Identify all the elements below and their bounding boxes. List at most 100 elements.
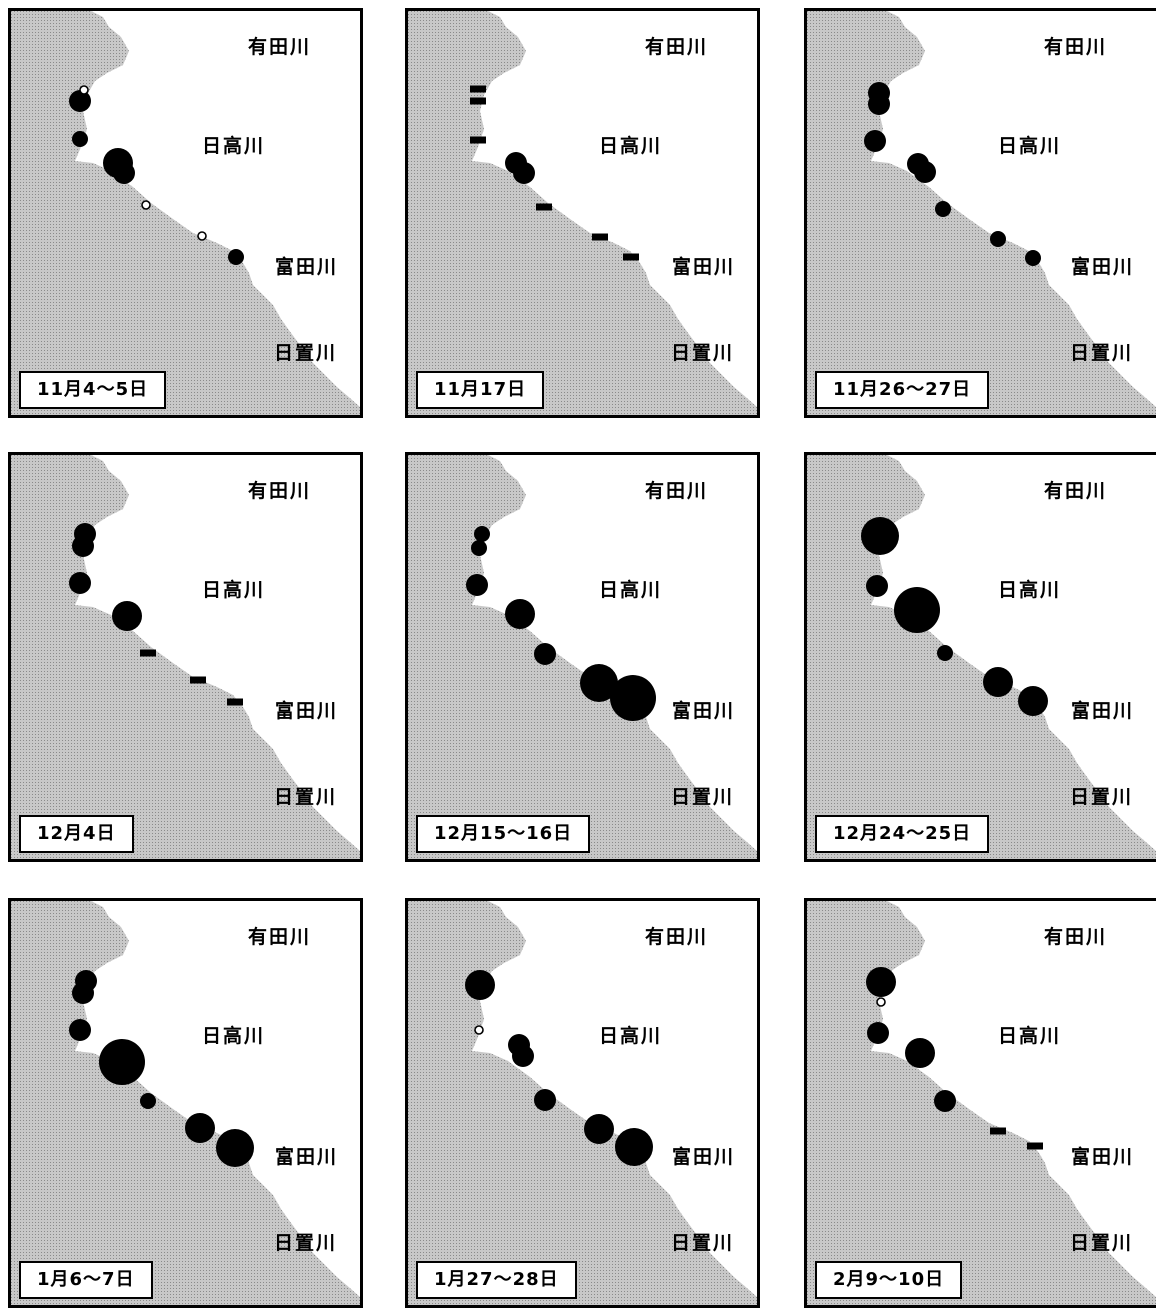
filled-circle-marker: [534, 643, 556, 665]
river-label-hidaka: 日高川: [599, 579, 663, 601]
filled-circle-marker: [934, 1090, 956, 1112]
land-area: [11, 11, 360, 415]
date-label: 11月17日: [416, 371, 545, 409]
river-label-tonda: 富田川: [672, 700, 736, 722]
river-label-hiki: 日置川: [1070, 786, 1134, 808]
river-label-arida: 有田川: [248, 480, 312, 502]
map-panel: 有田川 日高川 富田川 日置川 11月26～27日: [804, 8, 1156, 418]
river-label-hidaka: 日高川: [599, 1025, 663, 1047]
river-label-tonda: 富田川: [672, 1146, 736, 1168]
map-panel: 有田川日高川富田川日置川 12月24～25日: [804, 452, 1156, 862]
open-circle-marker: [141, 200, 151, 210]
filled-circle-marker: [584, 1114, 614, 1144]
river-label-arida: 有田川: [248, 926, 312, 948]
filled-circle-marker: [867, 1022, 889, 1044]
river-label-tonda: 富田川: [672, 256, 736, 278]
filled-circle-marker: [69, 90, 91, 112]
filled-circle-marker: [228, 249, 244, 265]
date-label: 1月6～7日: [19, 1261, 153, 1299]
filled-circle-marker: [580, 664, 618, 702]
land-area: [408, 11, 757, 415]
bar-marker: [140, 649, 156, 657]
filled-circle-marker: [866, 575, 888, 597]
map-panel: 有田川 日高川 富田川 日置川 1月6～7日: [8, 898, 363, 1308]
filled-circle-marker: [905, 1038, 935, 1068]
river-label-hidaka: 日高川: [998, 579, 1062, 601]
land-area: [807, 455, 1156, 859]
filled-circle-marker: [983, 667, 1013, 697]
filled-circle-marker: [465, 970, 495, 1000]
filled-circle-marker: [113, 162, 135, 184]
filled-circle-marker: [69, 572, 91, 594]
river-label-arida: 有田川: [1044, 926, 1108, 948]
river-label-hiki: 日置川: [671, 1232, 735, 1254]
coastline-map: [408, 455, 757, 859]
river-label-hiki: 日置川: [1070, 1232, 1134, 1254]
filled-circle-marker: [474, 526, 490, 542]
coastline-map: [11, 901, 360, 1305]
river-label-hidaka: 日高川: [202, 135, 266, 157]
filled-circle-marker: [1018, 686, 1048, 716]
river-label-hiki: 日置川: [274, 342, 338, 364]
land-area: [11, 455, 360, 859]
filled-circle-marker: [471, 540, 487, 556]
river-label-tonda: 富田川: [275, 700, 339, 722]
river-label-hiki: 日置川: [671, 342, 735, 364]
river-label-arida: 有田川: [1044, 480, 1108, 502]
land-area: [807, 11, 1156, 415]
bar-marker: [592, 233, 608, 241]
river-label-arida: 有田川: [645, 480, 709, 502]
river-label-hidaka: 日高川: [202, 1025, 266, 1047]
river-label-tonda: 富田川: [1071, 1146, 1135, 1168]
filled-circle-marker: [868, 93, 890, 115]
bar-marker: [1027, 1142, 1043, 1150]
date-label: 11月26～27日: [815, 371, 990, 409]
land-area: [807, 901, 1156, 1305]
filled-circle-marker: [140, 1093, 156, 1109]
bar-marker: [190, 676, 206, 684]
coastline-map: [11, 11, 360, 415]
filled-circle-marker: [914, 161, 936, 183]
open-circle-marker: [876, 997, 886, 1007]
filled-circle-marker: [72, 131, 88, 147]
land-area: [11, 901, 360, 1305]
date-label: 12月24～25日: [815, 815, 990, 853]
bar-marker: [470, 85, 486, 93]
bar-marker: [470, 136, 486, 144]
river-label-tonda: 富田川: [275, 256, 339, 278]
filled-circle-marker: [512, 1045, 534, 1067]
date-label: 1月27～28日: [416, 1261, 577, 1299]
bar-marker: [536, 203, 552, 211]
filled-circle-marker: [864, 130, 886, 152]
filled-circle-marker: [990, 231, 1006, 247]
river-label-tonda: 富田川: [1071, 256, 1135, 278]
map-panel: 有田川 日高川 富田川 日置川 2月9～10日: [804, 898, 1156, 1308]
river-label-arida: 有田川: [1044, 36, 1108, 58]
filled-circle-marker: [99, 1039, 145, 1085]
map-panel: 有田川 日高川 富田川 日置川 11月17日: [405, 8, 760, 418]
land-area: [408, 455, 757, 859]
filled-circle-marker: [513, 162, 535, 184]
filled-circle-marker: [72, 535, 94, 557]
river-label-tonda: 富田川: [275, 1146, 339, 1168]
date-label: 12月15～16日: [416, 815, 591, 853]
open-circle-marker: [197, 231, 207, 241]
filled-circle-marker: [69, 1019, 91, 1041]
map-panel: 有田川 日高川 富田川 日置川 12月4日: [8, 452, 363, 862]
bar-marker: [990, 1127, 1006, 1135]
date-label: 2月9～10日: [815, 1261, 963, 1299]
river-label-hidaka: 日高川: [202, 579, 266, 601]
river-label-hiki: 日置川: [671, 786, 735, 808]
open-circle-marker: [79, 85, 89, 95]
filled-circle-marker: [935, 201, 951, 217]
river-label-tonda: 富田川: [1071, 700, 1135, 722]
coastline-map: [11, 455, 360, 859]
filled-circle-marker: [466, 574, 488, 596]
river-label-hiki: 日置川: [274, 786, 338, 808]
river-label-arida: 有田川: [645, 36, 709, 58]
filled-circle-marker: [112, 601, 142, 631]
river-label-arida: 有田川: [248, 36, 312, 58]
filled-circle-marker: [937, 645, 953, 661]
map-panel: 有田川日高川富田川日置川 12月15～16日: [405, 452, 760, 862]
date-label: 11月4～5日: [19, 371, 167, 409]
